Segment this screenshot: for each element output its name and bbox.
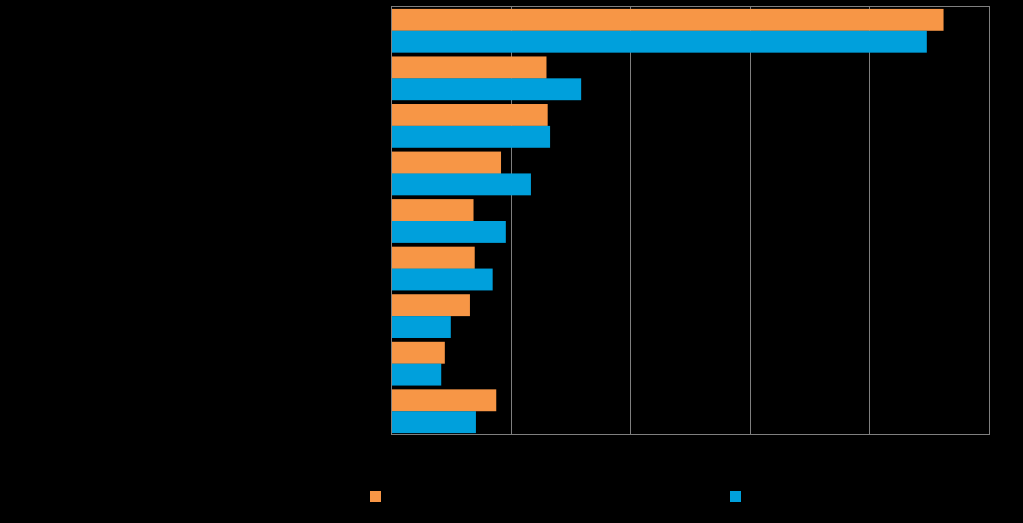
bar-series-1-category-3 — [391, 104, 548, 126]
bar-series-1-category-9 — [391, 389, 497, 412]
bar-series-2-category-9 — [391, 411, 476, 434]
bar-series-1-category-5 — [391, 199, 474, 221]
bar-series-1-category-6 — [391, 246, 475, 269]
bar-series-1-category-4 — [391, 151, 502, 174]
axes — [391, 6, 990, 435]
bar-series-1-category-7 — [391, 294, 470, 317]
bar-series-2-category-5 — [391, 221, 506, 243]
legend-entry-series-1 — [370, 491, 381, 502]
bar-series-2-category-3 — [391, 125, 551, 148]
bar-series-2-category-1 — [391, 30, 927, 53]
bar-series-2-category-6 — [391, 268, 493, 291]
bar-series-1-category-8 — [391, 341, 445, 364]
plot-area-frame — [391, 6, 990, 435]
legend-entry-series-2 — [730, 491, 741, 502]
bar-series-2-category-2 — [391, 78, 582, 101]
bars — [391, 8, 944, 434]
legend-swatch-series-1 — [370, 491, 381, 502]
legend — [370, 491, 741, 502]
bar-series-1-category-2 — [391, 56, 547, 79]
bar-series-1-category-1 — [391, 8, 944, 31]
bar-series-2-category-7 — [391, 316, 451, 338]
bar-series-2-category-8 — [391, 363, 442, 386]
legend-swatch-series-2 — [730, 491, 741, 502]
bar-series-2-category-4 — [391, 173, 531, 196]
